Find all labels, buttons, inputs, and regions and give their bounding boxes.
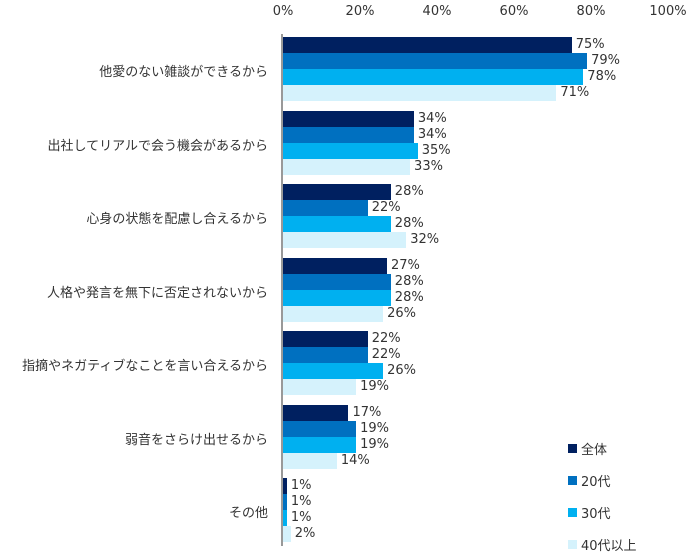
legend-label: 30代 <box>581 507 611 522</box>
bar-value-label: 34% <box>417 126 447 142</box>
bar-series-3 <box>283 379 357 395</box>
bar-total <box>283 37 572 53</box>
category-label: 弱音をさらけ出せるから <box>124 432 268 448</box>
x-axis-tick-label: 40% <box>422 4 452 19</box>
bar-series-2 <box>283 363 384 379</box>
bar-series-3 <box>283 232 407 248</box>
category-label: 心身の状態を配慮し合えるから <box>86 212 268 227</box>
legend-label: 全体 <box>581 443 608 458</box>
bar-series-2 <box>283 69 584 85</box>
legend-swatch <box>568 476 577 485</box>
bar-value-label: 26% <box>387 363 416 378</box>
category-label: 人格や発言を無下に否定されないから <box>46 285 268 301</box>
legend-item: 30代 <box>568 503 611 522</box>
bar-value-label: 19% <box>360 379 390 394</box>
bar-series-1 <box>283 420 357 437</box>
x-axis-tick-label: 80% <box>576 4 606 19</box>
bar-series-1 <box>283 200 368 216</box>
bar-value-label: 1% <box>290 510 312 525</box>
bar-value-label: 79% <box>591 53 621 68</box>
bar-total <box>283 404 349 421</box>
legend-swatch <box>568 508 577 517</box>
bar-value-label: 1% <box>290 478 312 493</box>
bar-total <box>283 257 387 274</box>
bar-value-label: 32% <box>410 232 440 247</box>
bar-series-3 <box>283 305 384 322</box>
category-label: その他 <box>228 506 268 521</box>
bar-value-label: 14% <box>340 452 370 468</box>
bar-series-3 <box>283 526 291 542</box>
bar-series-2 <box>283 142 418 159</box>
bar-value-label: 19% <box>360 436 390 452</box>
bar-series-3 <box>283 85 557 101</box>
bar-value-label: 17% <box>352 404 382 420</box>
x-axis-tick-label: 60% <box>499 4 529 19</box>
bar-value-label: 71% <box>560 85 590 100</box>
bar-value-label: 33% <box>414 158 443 174</box>
bar-value-label: 28% <box>394 216 424 231</box>
category-label: 出社してリアルで会う機会があるから <box>47 138 268 154</box>
bar-value-label: 28% <box>394 289 424 305</box>
legend-item: 全体 <box>568 439 607 458</box>
bar-series-1 <box>283 126 414 143</box>
bar-series-1 <box>283 53 588 69</box>
bar-value-label: 34% <box>417 110 447 126</box>
bar-total <box>283 184 391 200</box>
bar-series-2 <box>283 216 391 232</box>
bar-total <box>283 331 368 347</box>
bar-value-label: 22% <box>371 331 401 346</box>
bar-value-label: 1% <box>290 494 312 509</box>
bar-value-label: 75% <box>575 37 605 52</box>
bar-series-1 <box>283 273 391 290</box>
bar-total <box>283 110 414 127</box>
bar-series-3 <box>283 158 411 175</box>
bar-value-label: 28% <box>394 273 424 289</box>
bar-series-1 <box>283 494 287 510</box>
bar-series-2 <box>283 436 357 453</box>
bar-series-2 <box>283 510 287 526</box>
bar-series-3 <box>283 452 337 469</box>
category-label: 他愛のない雑談ができるから <box>99 65 268 80</box>
x-axis-tick-label: 20% <box>345 4 375 19</box>
bar-value-label: 2% <box>294 526 316 541</box>
bar-value-label: 28% <box>394 184 424 199</box>
category-label: 指摘やネガティブなことを言い合えるから <box>22 359 268 374</box>
x-axis-tick-label: 0% <box>272 4 294 19</box>
legend-label: 20代 <box>581 475 611 490</box>
x-axis-tick-label: 100% <box>649 4 687 19</box>
bar-series-2 <box>283 289 391 306</box>
bar-value-label: 78% <box>587 69 617 84</box>
bar-value-label: 26% <box>387 305 416 321</box>
bar-value-label: 22% <box>371 347 401 362</box>
bar-series-1 <box>283 347 368 363</box>
legend-item: 40代以上 <box>568 535 637 554</box>
bar-total <box>283 478 287 494</box>
bar-value-label: 19% <box>360 420 390 436</box>
bar-value-label: 22% <box>371 200 401 215</box>
legend-label: 40代以上 <box>581 539 637 554</box>
bar-value-label: 35% <box>421 142 451 158</box>
legend-swatch <box>568 444 577 453</box>
y-axis-line <box>281 34 283 546</box>
bar-value-label: 27% <box>390 257 420 273</box>
legend-swatch <box>568 540 577 549</box>
legend-item: 20代 <box>568 471 611 490</box>
